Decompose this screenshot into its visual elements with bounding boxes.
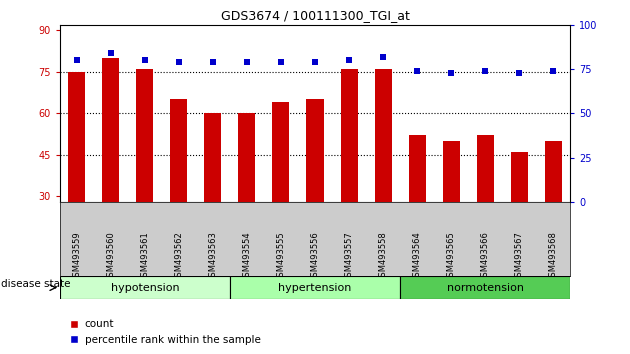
Bar — [230, 276, 400, 299]
Point — [548, 68, 558, 74]
Bar — [510, 152, 528, 279]
Text: disease state: disease state — [1, 279, 70, 289]
Bar — [204, 113, 222, 279]
Point — [174, 59, 184, 65]
Text: hypotension: hypotension — [111, 282, 179, 293]
Bar — [476, 136, 494, 279]
Bar — [60, 276, 230, 299]
Bar — [408, 136, 425, 279]
Legend: count, percentile rank within the sample: count, percentile rank within the sample — [65, 315, 265, 349]
Point — [412, 68, 422, 74]
Point — [242, 59, 252, 65]
Title: GDS3674 / 100111300_TGI_at: GDS3674 / 100111300_TGI_at — [220, 9, 410, 22]
Point — [140, 57, 150, 63]
Point — [378, 54, 388, 59]
Bar — [238, 113, 256, 279]
Bar — [306, 99, 324, 279]
Bar — [272, 102, 289, 279]
Text: hypertension: hypertension — [278, 282, 352, 293]
Bar — [400, 276, 570, 299]
Bar — [544, 141, 561, 279]
Bar — [69, 72, 86, 279]
Point — [276, 59, 286, 65]
Point — [208, 59, 218, 65]
Bar — [136, 69, 153, 279]
Bar — [102, 58, 119, 279]
Point — [344, 57, 354, 63]
Point — [106, 50, 116, 56]
Point — [72, 57, 82, 63]
Point — [446, 70, 456, 75]
Bar — [170, 99, 188, 279]
Point — [480, 68, 490, 74]
Bar — [442, 141, 459, 279]
Point — [310, 59, 320, 65]
Point — [514, 70, 524, 75]
Bar — [374, 69, 391, 279]
Bar — [340, 69, 358, 279]
Text: normotension: normotension — [447, 282, 524, 293]
